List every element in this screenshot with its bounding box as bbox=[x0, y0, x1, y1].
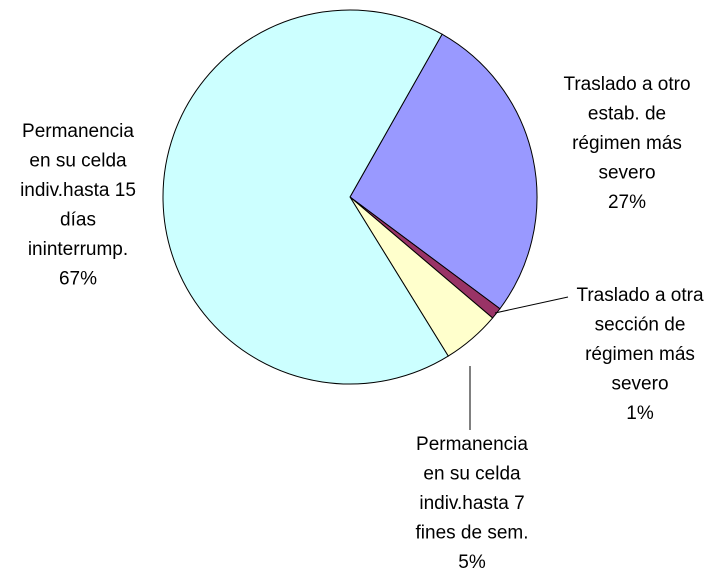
pie-slice bbox=[349, 33, 538, 310]
slice-label: en su celda bbox=[423, 464, 521, 485]
slice-label: régimen más bbox=[572, 133, 682, 154]
slice-label: indiv.hasta 7 bbox=[419, 493, 524, 514]
slice-label: en su celda bbox=[29, 151, 127, 172]
slice-label: régimen más bbox=[585, 344, 695, 365]
slice-label: Permanencia bbox=[22, 121, 134, 142]
leader-line bbox=[494, 296, 569, 314]
slice-label: severo bbox=[611, 374, 668, 395]
slice-label: severo bbox=[598, 163, 655, 184]
slice-label: estab. de bbox=[588, 104, 666, 125]
slice-label: fines de sem. bbox=[416, 523, 529, 544]
slice-label: sección de bbox=[595, 315, 686, 336]
slice-label: ininterrump. bbox=[28, 239, 128, 260]
slice-value-label: 5% bbox=[458, 552, 486, 573]
slice-value-label: 1% bbox=[626, 403, 654, 424]
slice-value-label: 67% bbox=[59, 269, 97, 290]
slice-label: Permanencia bbox=[416, 434, 528, 455]
slice-label: Traslado a otra bbox=[576, 285, 704, 306]
slice-label: indiv.hasta 15 bbox=[20, 180, 136, 201]
slice-value-label: 27% bbox=[608, 192, 646, 213]
slice-label: Traslado a otro bbox=[563, 74, 690, 95]
slice-label: días bbox=[60, 210, 96, 231]
pie-slice bbox=[162, 9, 449, 385]
